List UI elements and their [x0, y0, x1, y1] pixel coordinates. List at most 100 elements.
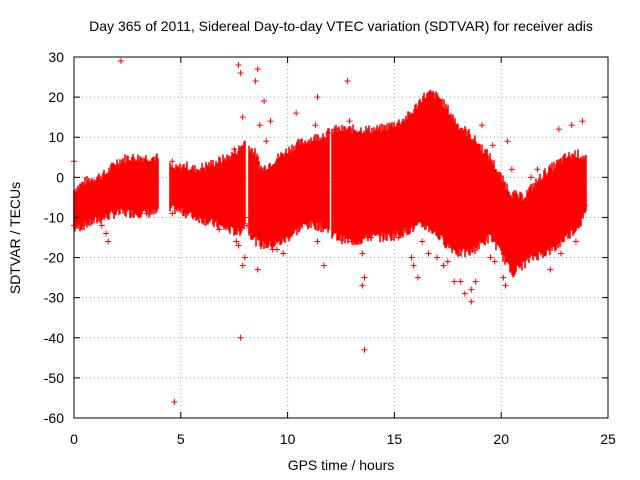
- sdtvar-point: [461, 290, 468, 297]
- sdtvar-point: [491, 258, 498, 265]
- sdtvar-point: [239, 262, 246, 269]
- sdtvar-point: [558, 250, 565, 257]
- sdtvar-point: [273, 246, 280, 253]
- sdtvar-point: [261, 98, 268, 105]
- sdtvar-point: [209, 166, 216, 173]
- sdtvar-point: [562, 230, 569, 237]
- sdtvar-point: [241, 214, 248, 221]
- sdtvar-point: [190, 170, 197, 177]
- sdtvar-point: [244, 222, 251, 229]
- sdtvar-point: [235, 242, 242, 249]
- sdtvar-point: [312, 122, 319, 129]
- sdtvar-point: [184, 190, 191, 197]
- sdtvar-point: [472, 278, 479, 285]
- sdtvar-point: [468, 286, 475, 293]
- sdtvar-point: [203, 214, 210, 221]
- sdtvar-point: [301, 218, 308, 225]
- sdtvar-point: [451, 278, 458, 285]
- sdtvar-point: [92, 210, 99, 217]
- y-tick-label: 30: [48, 49, 64, 65]
- sdtvar-point: [169, 210, 176, 217]
- sdtvar-point: [344, 78, 351, 85]
- sdtvar-point: [478, 122, 485, 129]
- sdtvar-point: [256, 122, 263, 129]
- x-tick-label: 20: [493, 431, 509, 447]
- sdtvar-point: [570, 222, 577, 229]
- sdtvar-point: [489, 142, 496, 149]
- y-tick-label: 20: [48, 89, 64, 105]
- chart-title: Day 365 of 2011, Sidereal Day-to-day VTE…: [89, 18, 593, 34]
- sdtvar-point: [254, 266, 261, 273]
- sdtvar-point: [314, 238, 321, 245]
- sdtvar-point: [237, 334, 244, 341]
- sdtvar-point: [235, 62, 242, 69]
- sdtvar-point: [143, 210, 150, 217]
- sdtvar-point: [410, 262, 417, 269]
- sdtvar-point: [414, 274, 421, 281]
- axes: [73, 56, 609, 419]
- plot-frame: [73, 56, 609, 419]
- sdtvar-point: [331, 126, 338, 133]
- sdtvar-point: [117, 58, 124, 65]
- sdtvar-point: [434, 254, 441, 261]
- sdtvar-point: [367, 234, 374, 241]
- sdtvar-point: [540, 246, 547, 253]
- x-tick-label: 5: [177, 431, 185, 447]
- sdtvar-point: [346, 118, 353, 125]
- sdtvar-point: [348, 238, 355, 245]
- sdtvar-point: [581, 202, 588, 209]
- sdtvar-point: [293, 110, 300, 117]
- sdtvar-point: [359, 250, 366, 257]
- sdtvar-point: [487, 254, 494, 261]
- sdtvar-point: [572, 238, 579, 245]
- sdtvar-point: [468, 298, 475, 305]
- sdtvar-point: [361, 274, 368, 281]
- sdtvar-point: [239, 114, 246, 121]
- sdtvar-point: [254, 66, 261, 73]
- sdtvar-point: [350, 230, 357, 237]
- sdtvar-point: [216, 226, 223, 233]
- x-axis-label: GPS time / hours: [288, 457, 395, 473]
- sdtvar-point: [81, 214, 88, 221]
- sdtvar-point: [419, 238, 426, 245]
- sdtvar-point: [425, 250, 432, 257]
- y-tick-label: -30: [44, 290, 64, 306]
- sdtvar-point: [233, 238, 240, 245]
- x-tick-label: 25: [600, 431, 616, 447]
- sdtvar-point: [280, 250, 287, 257]
- sdtvar-point: [314, 94, 321, 101]
- sdtvar-point: [267, 118, 274, 125]
- sdtvar-point: [241, 254, 248, 261]
- sdtvar-point: [504, 138, 511, 145]
- x-tick-label: 10: [280, 431, 296, 447]
- y-tick-label: -20: [44, 250, 64, 266]
- sdtvar-point: [98, 222, 105, 229]
- y-tick-label: -60: [44, 410, 64, 426]
- sdtvar-point: [444, 258, 451, 265]
- y-tick-label: 10: [48, 129, 64, 145]
- x-tick-label: 0: [70, 431, 78, 447]
- sdtvar-point: [457, 278, 464, 285]
- sdtvar-point: [359, 282, 366, 289]
- x-tick-label: 15: [387, 431, 403, 447]
- y-tick-label: -10: [44, 209, 64, 225]
- sdtvar-point: [361, 346, 368, 353]
- sdtvar-point: [231, 146, 238, 153]
- sdtvar-point: [395, 234, 402, 241]
- sdtvar-point: [508, 166, 515, 173]
- sdtvar-point: [521, 198, 528, 205]
- sdtvar-point: [263, 138, 270, 145]
- sdtvar-point: [502, 282, 509, 289]
- sdtvar-point: [534, 166, 541, 173]
- data-series: [71, 58, 588, 405]
- sdtvar-point: [568, 122, 575, 129]
- y-tick-label: 0: [56, 169, 64, 185]
- sdtvar-point: [528, 174, 535, 181]
- sdtvar-band: [73, 90, 587, 278]
- sdtvar-point: [171, 398, 178, 405]
- sdtvar-point: [555, 126, 562, 133]
- sdtvar-point: [237, 70, 244, 77]
- sdtvar-point: [500, 274, 507, 281]
- sdtvar-point: [318, 142, 325, 149]
- sdtvar-point: [169, 158, 176, 165]
